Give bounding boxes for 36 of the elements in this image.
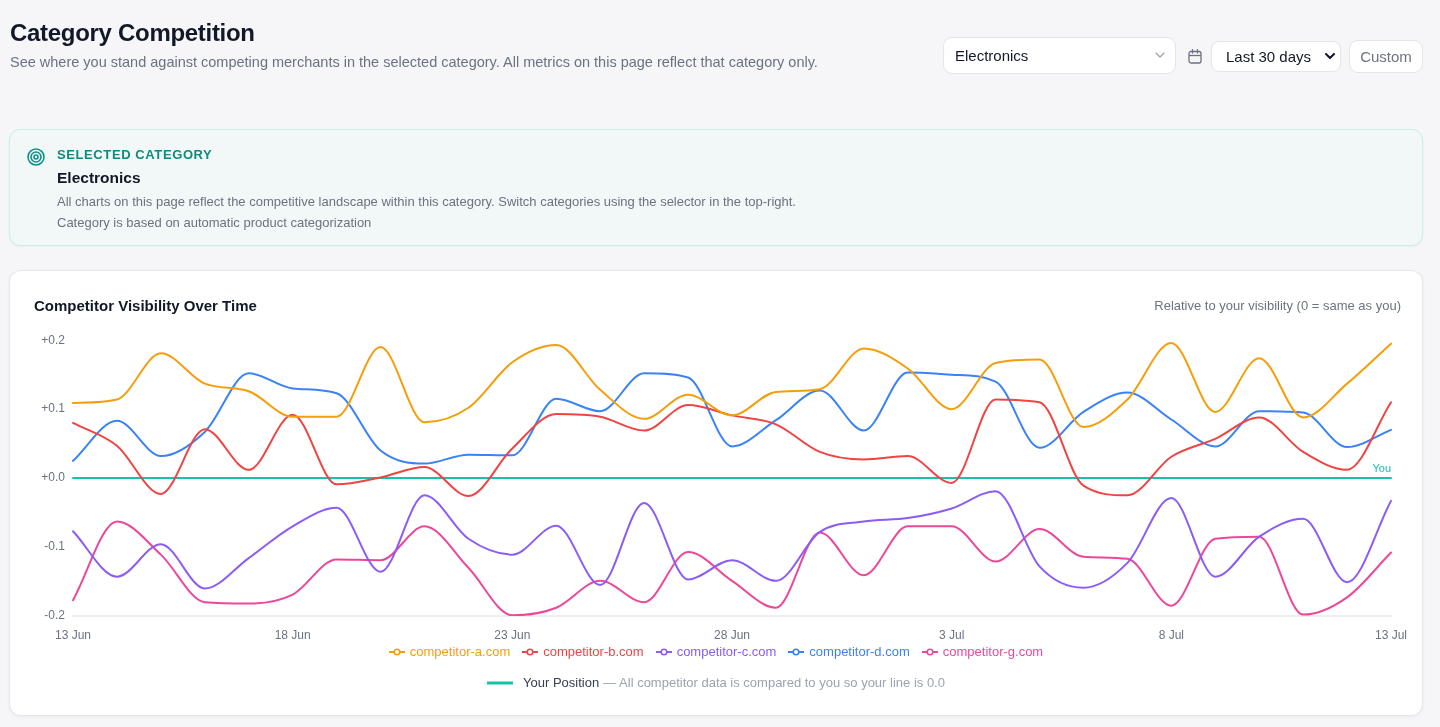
line-series [72, 490, 1392, 590]
line-series [72, 520, 1392, 616]
x-tick-label: 13 Jul [1374, 627, 1408, 642]
text: — All competitor data is compared to you so your line is 0.0 [603, 674, 945, 692]
legend-label: competitor-b.com [543, 643, 644, 661]
x-tick-label: 13 Jun [54, 627, 92, 642]
x-tick-label: 3 Jul [938, 627, 965, 642]
text: Electronics [57, 169, 141, 187]
text: Last 30 days [1226, 48, 1312, 65]
line-series [72, 341, 1392, 429]
text: Electronics [955, 47, 1029, 64]
text: All charts on this page reflect the competitive landscape within this category. Switch categories using the selector in the top-right. [57, 194, 796, 209]
line-series [72, 398, 1392, 498]
x-tick-label: 23 Jun [494, 627, 531, 642]
x-tick-label: 28 Jun [713, 627, 751, 642]
legend-label: competitor-a.com [409, 643, 511, 661]
annotation: You [1372, 461, 1391, 474]
legend-label: Your Position [523, 674, 600, 692]
y-tick-label: -0.2 [44, 608, 66, 623]
text: SELECTED CATEGORY [57, 147, 213, 162]
text: Category is based on automatic product categorization [57, 215, 372, 230]
legend-label: competitor-d.com [809, 643, 910, 661]
y-tick-label: +0.0 [41, 470, 66, 485]
line-series [72, 371, 1392, 465]
text: Custom [1360, 48, 1412, 65]
text: See where you stand against competing merchants in the selected category. All metrics on this page reflect that category only. [10, 53, 819, 72]
legend-label: competitor-g.com [942, 643, 1044, 661]
text: Category Competition [10, 19, 255, 47]
x-tick-label: 18 Jun [274, 627, 311, 642]
x-tick-label: 8 Jul [1158, 627, 1185, 642]
y-tick-label: +0.2 [41, 332, 66, 347]
y-tick-label: +0.1 [41, 401, 66, 416]
y-tick-label: -0.1 [44, 539, 66, 554]
chart-title: Competitor Visibility Over Time [34, 297, 257, 314]
chart-subtitle: Relative to your visibility (0 = same as you) [1154, 298, 1401, 313]
legend-label: competitor-c.com [676, 643, 777, 661]
